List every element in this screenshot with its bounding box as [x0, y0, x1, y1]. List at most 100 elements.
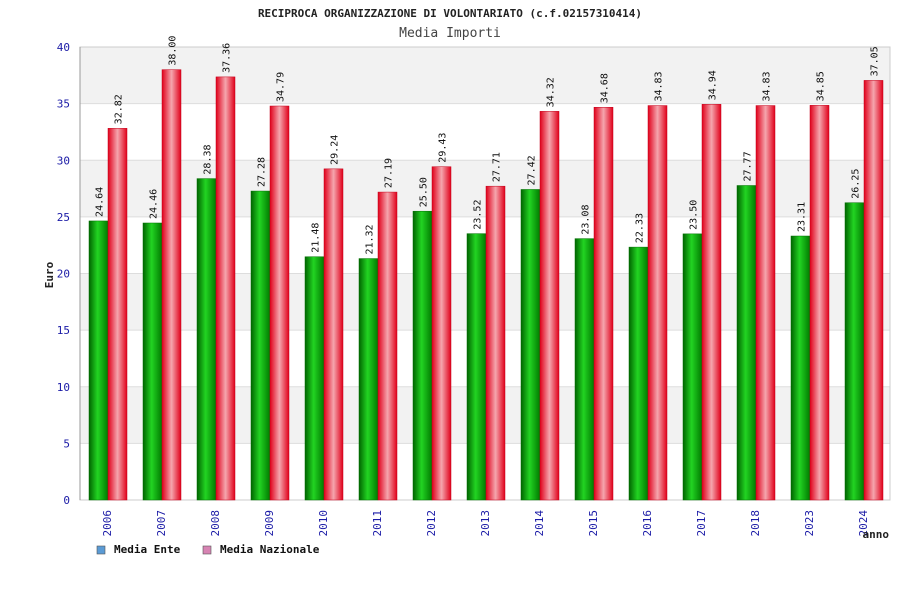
bar [647, 105, 668, 501]
bar [682, 233, 703, 501]
data-label: 37.05 [870, 46, 881, 76]
data-label: 27.28 [257, 157, 268, 187]
data-label: 34.79 [276, 72, 287, 102]
x-tick-label: 2009 [263, 510, 276, 537]
bar [377, 191, 398, 501]
x-axis: 2006 2007 2008 2009 2010 2011 2012 2013 2014 2015… [101, 510, 870, 537]
bar [196, 178, 217, 501]
bar [161, 69, 182, 501]
x-tick-label: 2023 [803, 510, 816, 537]
data-label: 34.32 [546, 77, 557, 107]
data-label: 21.48 [311, 223, 322, 253]
data-label: 34.83 [654, 71, 665, 101]
y-tick-label: 20 [57, 268, 70, 281]
data-label: 34.94 [708, 70, 719, 100]
data-label: 29.24 [330, 135, 341, 165]
y-tick-label: 25 [57, 211, 70, 224]
x-tick-label: 2012 [425, 510, 438, 537]
x-tick-label: 2010 [317, 510, 330, 537]
data-label: 29.43 [438, 133, 449, 163]
data-label: 27.71 [492, 152, 503, 182]
bar [142, 222, 163, 501]
bar [412, 210, 433, 501]
bar [809, 105, 830, 501]
data-label: 27.19 [384, 158, 395, 188]
y-axis-label: Euro [43, 261, 56, 288]
data-label: 21.32 [365, 224, 376, 254]
data-label: 22.33 [635, 213, 646, 243]
y-tick-label: 30 [57, 154, 70, 167]
y-tick-label: 35 [57, 98, 70, 111]
y-tick-label: 5 [63, 437, 70, 450]
bar [466, 233, 487, 501]
data-label: 26.25 [851, 169, 862, 199]
y-tick-label: 15 [57, 324, 70, 337]
data-label: 23.50 [689, 200, 700, 230]
plot-band [80, 47, 890, 104]
legend: Media Ente Media Nazionale [96, 543, 320, 556]
bar-labels-group: 24.64 32.82 24.46 38.00 28.38 37.36 27.28 34.79… [95, 36, 881, 255]
bar [304, 256, 325, 501]
data-label: 23.31 [797, 202, 808, 232]
data-label: 34.83 [762, 71, 773, 101]
x-tick-label: 2007 [155, 510, 168, 537]
data-label: 27.77 [743, 151, 754, 181]
data-label: 34.85 [816, 71, 827, 101]
data-label: 27.42 [527, 155, 538, 185]
bar [593, 106, 614, 501]
legend-label-nazionale: Media Nazionale [220, 543, 320, 556]
bar [863, 80, 884, 501]
bar [250, 190, 271, 501]
chart-title: RECIPROCA ORGANIZZAZIONE DI VOLONTARIATO… [258, 7, 642, 20]
bars-group [88, 69, 884, 501]
y-tick-label: 40 [57, 41, 70, 54]
y-tick-label: 10 [57, 381, 70, 394]
bar [431, 166, 452, 501]
bar [269, 105, 290, 501]
bar [790, 235, 811, 501]
data-label: 25.50 [419, 177, 430, 207]
data-label: 24.64 [95, 187, 106, 217]
x-tick-label: 2008 [209, 510, 222, 537]
legend-swatch-ente [96, 545, 106, 555]
bar [88, 220, 109, 501]
bar [736, 185, 757, 501]
x-tick-label: 2006 [101, 510, 114, 537]
x-tick-label: 2015 [587, 510, 600, 537]
bar [323, 168, 344, 501]
data-label: 23.08 [581, 205, 592, 235]
bar [107, 128, 128, 501]
y-tick-label: 0 [63, 494, 70, 507]
legend-swatch-nazionale [202, 545, 212, 555]
x-tick-label: 2014 [533, 510, 546, 537]
x-tick-label: 2024 [857, 510, 870, 537]
y-axis: 0 5 10 15 20 25 30 35 40 [57, 41, 81, 507]
plot-band [80, 103, 890, 161]
bar [628, 246, 649, 501]
x-tick-label: 2017 [695, 510, 708, 537]
data-label: 34.68 [600, 73, 611, 103]
x-tick-label: 2018 [749, 510, 762, 537]
x-axis-label: anno [863, 528, 890, 541]
bar [539, 111, 560, 501]
bar [844, 202, 865, 501]
data-label: 32.82 [114, 94, 125, 124]
bar [215, 76, 236, 501]
chart-subtitle: Media Importi [399, 26, 501, 41]
data-label: 37.36 [222, 43, 233, 73]
data-label: 38.00 [168, 36, 179, 66]
legend-label-ente: Media Ente [114, 543, 181, 556]
bar [358, 258, 379, 501]
data-label: 28.38 [203, 144, 214, 174]
bar [520, 189, 541, 501]
x-tick-label: 2011 [371, 510, 384, 537]
x-tick-label: 2016 [641, 510, 654, 537]
x-tick-label: 2013 [479, 510, 492, 537]
data-label: 23.52 [473, 200, 484, 230]
data-label: 24.46 [149, 189, 160, 219]
bar [755, 105, 776, 501]
bar [574, 238, 595, 501]
bar [701, 104, 722, 501]
